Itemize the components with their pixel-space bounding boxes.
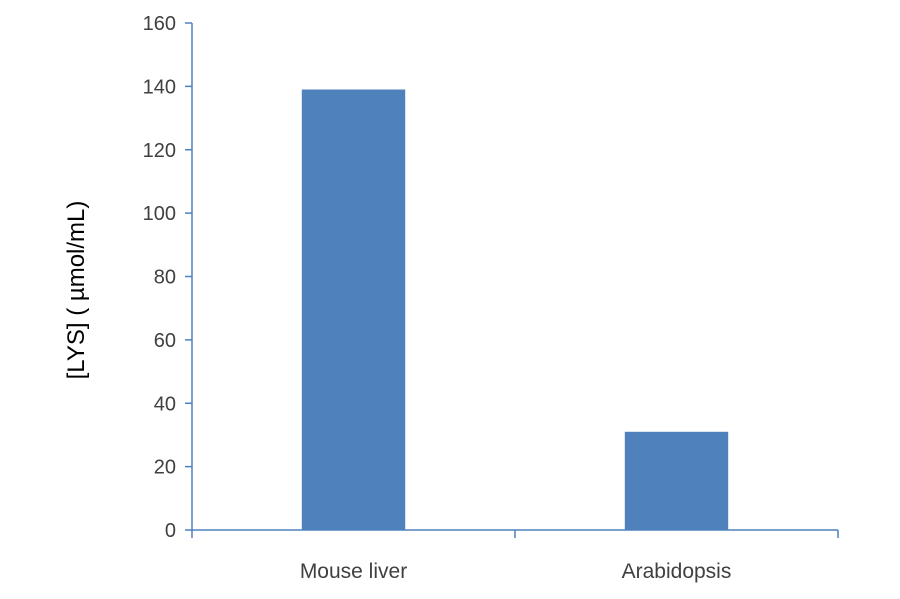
x-tick-label: Mouse liver: [300, 560, 407, 583]
y-tick-label: 160: [143, 13, 176, 35]
y-tick-label: 120: [143, 140, 176, 162]
y-tick-label: 40: [154, 393, 176, 415]
x-tick-label: Arabidopsis: [622, 560, 732, 583]
y-tick-label: 80: [154, 267, 176, 289]
y-axis-title: [LYS] ( µmol/mL): [63, 201, 90, 380]
y-tick-label: 60: [154, 330, 176, 352]
axes-group: 0 20 40 60 80 100 120 140 160 Mouse liver Arabidop…: [143, 13, 839, 583]
bar-mouse-liver: [301, 89, 406, 530]
bars-group: [301, 89, 729, 530]
y-tick-label: 140: [143, 76, 176, 98]
bar-arabidopsis: [624, 431, 729, 530]
y-tick-label: 100: [143, 203, 176, 225]
y-tick-label: 20: [154, 457, 176, 479]
y-tick-label: 0: [165, 520, 176, 542]
